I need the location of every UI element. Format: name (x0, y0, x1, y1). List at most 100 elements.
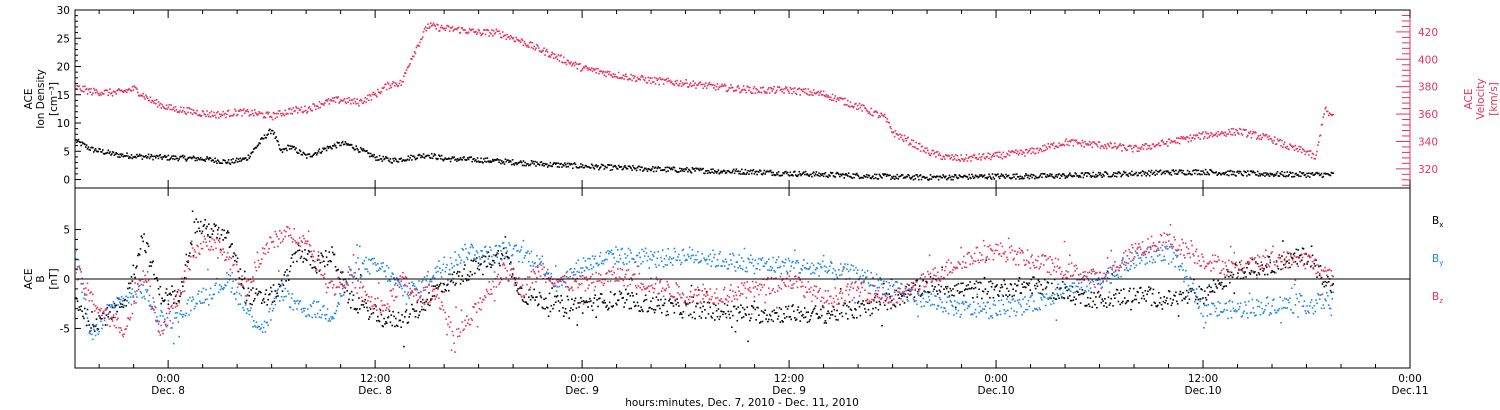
data-point (701, 168, 703, 171)
data-point (1075, 173, 1077, 175)
data-point (1017, 280, 1020, 282)
data-point (217, 229, 219, 231)
data-point (163, 155, 165, 158)
data-point (857, 175, 860, 178)
data-point (390, 314, 393, 316)
data-point (306, 153, 309, 156)
data-point (865, 176, 867, 178)
data-point (356, 147, 358, 150)
data-point (858, 305, 861, 308)
data-point (362, 148, 365, 150)
data-point (859, 177, 862, 179)
data-point (138, 284, 141, 287)
data-point (80, 144, 82, 147)
data-point (281, 290, 284, 292)
data-point (631, 292, 633, 294)
data-point (1242, 174, 1245, 177)
data-point (203, 159, 206, 161)
data-point (208, 158, 210, 161)
data-point (225, 284, 227, 287)
data-point (162, 315, 164, 317)
data-point (740, 304, 742, 306)
data-point (633, 301, 635, 303)
data-point (1145, 300, 1147, 302)
data-point (1030, 278, 1032, 281)
data-point (80, 283, 82, 285)
data-point (642, 260, 644, 263)
data-point (1289, 171, 1291, 174)
data-point (631, 258, 633, 260)
data-point (135, 293, 137, 296)
data-point (671, 83, 674, 85)
data-point (657, 250, 659, 253)
data-point (231, 114, 233, 117)
data-point (1192, 289, 1194, 291)
data-point (492, 158, 494, 161)
data-point (1160, 140, 1163, 142)
data-point (426, 27, 428, 29)
data-point (522, 160, 525, 162)
data-point (651, 77, 653, 79)
data-point (1043, 173, 1045, 175)
data-point (684, 301, 686, 304)
data-point (481, 250, 483, 252)
data-point (1138, 150, 1140, 152)
data-point (887, 174, 890, 177)
data-point (674, 299, 677, 302)
data-point (962, 176, 964, 179)
data-point (76, 140, 79, 142)
data-point (1186, 136, 1189, 138)
data-point (402, 294, 404, 297)
data-point (1184, 298, 1186, 300)
data-point (128, 291, 131, 294)
data-point (444, 29, 446, 31)
data-point (712, 168, 714, 170)
data-point (301, 250, 304, 253)
data-point (925, 280, 927, 283)
data-point (227, 159, 230, 161)
data-point (733, 89, 736, 92)
data-point (1124, 171, 1127, 174)
data-point (676, 298, 678, 300)
data-point (459, 31, 462, 34)
data-point (778, 174, 781, 177)
data-point (365, 150, 367, 152)
data-point (178, 300, 180, 302)
data-point (169, 310, 171, 313)
data-point (413, 51, 416, 53)
data-point (144, 297, 146, 300)
data-point (618, 254, 621, 256)
data-point (299, 300, 302, 302)
data-point (1063, 174, 1066, 177)
data-point (353, 148, 356, 151)
data-point (722, 260, 724, 262)
data-point (642, 310, 644, 313)
data-point (353, 308, 356, 310)
data-point (827, 176, 829, 178)
data-point (1007, 150, 1010, 152)
data-point (810, 315, 812, 317)
data-point (216, 112, 218, 114)
data-point (602, 164, 605, 167)
data-point (98, 94, 100, 97)
data-point (99, 92, 101, 95)
data-point (1181, 137, 1183, 140)
data-point (910, 143, 912, 145)
data-point (1215, 132, 1218, 135)
data-point (421, 281, 423, 283)
data-point (1322, 281, 1325, 283)
data-point (733, 305, 736, 308)
data-point (465, 159, 467, 161)
data-point (528, 46, 530, 48)
data-point (1098, 296, 1101, 298)
data-point (600, 70, 603, 72)
data-point (953, 176, 955, 178)
data-point (595, 72, 597, 74)
data-point (595, 164, 597, 166)
data-point (1187, 173, 1190, 175)
data-point (82, 142, 84, 145)
data-point (1127, 300, 1130, 302)
data-point (464, 264, 466, 266)
data-point (175, 108, 178, 111)
data-point (631, 169, 633, 171)
